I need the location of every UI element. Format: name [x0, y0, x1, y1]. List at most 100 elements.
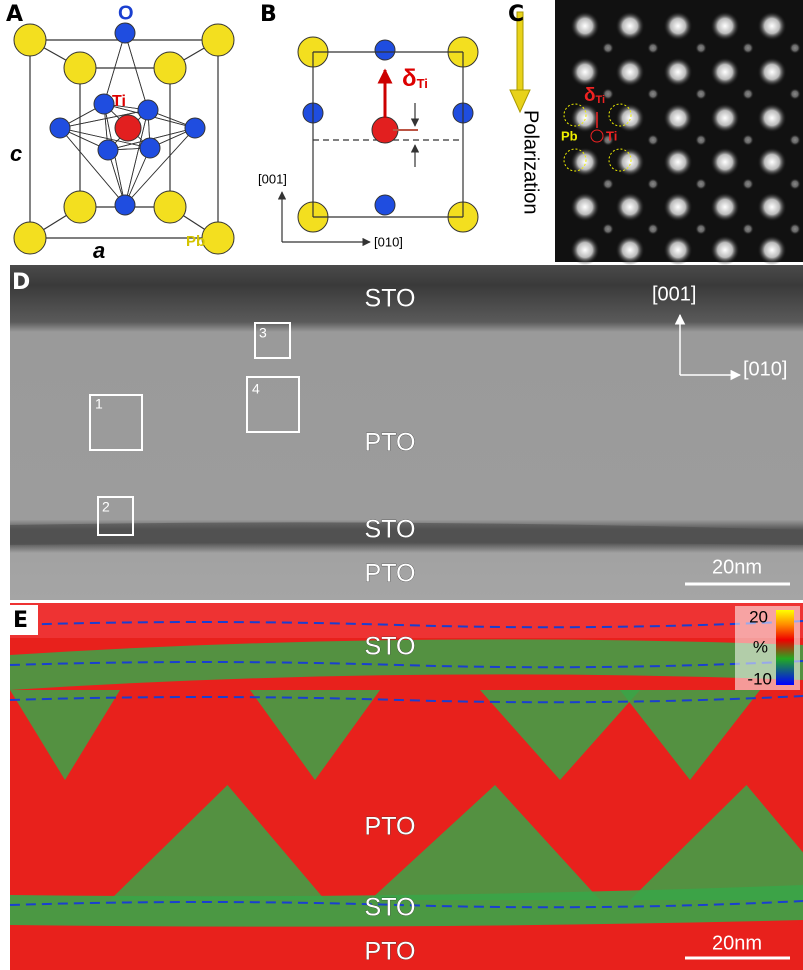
atom-column	[757, 103, 787, 133]
atom	[14, 222, 46, 254]
atom-column	[663, 192, 693, 222]
atom-label: Ti	[112, 93, 126, 110]
atom-column	[663, 147, 693, 177]
atom-column	[615, 57, 645, 87]
atom-column	[570, 147, 600, 177]
atom-column	[615, 235, 645, 265]
atom	[115, 195, 135, 215]
atom-label: O	[118, 2, 134, 24]
layer-label: PTO	[365, 813, 416, 841]
atom-column	[710, 235, 740, 265]
atom-column	[757, 147, 787, 177]
atom-column	[570, 57, 600, 87]
atom-column	[570, 11, 600, 41]
atom-column-faint	[789, 42, 801, 54]
atom-column	[570, 235, 600, 265]
atom-column-faint	[742, 134, 754, 146]
atom-column	[663, 235, 693, 265]
atom-column	[710, 11, 740, 41]
layer-label: STO	[365, 516, 416, 544]
atom	[154, 191, 186, 223]
line	[60, 128, 125, 205]
atom-column	[757, 11, 787, 41]
atom-column-faint	[647, 223, 659, 235]
axis-label: [010]	[743, 358, 787, 380]
layer-label: PTO	[365, 938, 416, 966]
delta-symbol: δ	[402, 65, 417, 92]
colorbar-label: 20	[749, 607, 768, 626]
atom-column-faint	[789, 134, 801, 146]
box-label: 1	[95, 396, 103, 412]
line	[125, 128, 195, 205]
atom-column	[710, 103, 740, 133]
delta-subscript: Ti	[417, 76, 428, 91]
atom-column-faint	[789, 223, 801, 235]
atom	[138, 100, 158, 120]
panel-label: E	[13, 608, 28, 633]
panel-label: C	[508, 2, 524, 27]
atom-column-faint	[602, 42, 614, 54]
atom	[140, 138, 160, 158]
atom-column-faint	[742, 88, 754, 100]
line	[125, 33, 148, 110]
atom-column-faint	[695, 42, 707, 54]
atom-column-faint	[695, 178, 707, 190]
layer-label: STO	[365, 633, 416, 661]
atom-column-faint	[602, 178, 614, 190]
atom-column-faint	[742, 223, 754, 235]
colorbar-label: -10	[747, 669, 772, 688]
atom	[14, 24, 46, 56]
atom-column	[710, 147, 740, 177]
axis-label: [001]	[652, 283, 696, 305]
atom-label: Ti	[606, 128, 617, 143]
delta-label: δTi	[402, 65, 428, 92]
panel-label: A	[6, 2, 23, 27]
atom-column-faint	[602, 223, 614, 235]
axis-label: [001]	[258, 171, 287, 186]
atom	[64, 191, 96, 223]
delta-symbol: δ	[584, 85, 596, 106]
atom	[94, 94, 114, 114]
page: {"panel_a":{"label":"A","oxygen":"O","ti…	[0, 0, 803, 970]
atom-column	[615, 192, 645, 222]
atom-column	[615, 11, 645, 41]
arrow-head	[510, 90, 530, 112]
atom	[202, 222, 234, 254]
atom-column	[615, 103, 645, 133]
atom-column	[710, 192, 740, 222]
atom	[202, 24, 234, 56]
atom	[115, 23, 135, 43]
atom-column	[757, 57, 787, 87]
box-label: 4	[252, 381, 260, 397]
axis-label: a	[93, 238, 105, 263]
atom-column-faint	[647, 178, 659, 190]
atom-column-faint	[647, 42, 659, 54]
layer-label: STO	[365, 894, 416, 922]
atom-column-faint	[742, 42, 754, 54]
atom-column	[663, 103, 693, 133]
box-label: 2	[102, 499, 110, 515]
atom-label: Pb	[186, 233, 205, 250]
atom-column-faint	[789, 88, 801, 100]
body: A O Ti Pb c a B δTi [001] [010] C Polari…	[0, 0, 803, 970]
scale-bar-label: 20nm	[712, 932, 762, 954]
colorbar-unit: %	[753, 637, 768, 656]
atom	[375, 40, 395, 60]
figure: A O Ti Pb c a B δTi [001] [010] C Polari…	[0, 0, 803, 970]
atom	[154, 52, 186, 84]
layer-label: STO	[365, 285, 416, 313]
atom	[64, 52, 96, 84]
layer-label: PTO	[365, 429, 416, 457]
atom	[50, 118, 70, 138]
atom-column-faint	[647, 134, 659, 146]
atom-column	[570, 192, 600, 222]
atom-column-faint	[695, 88, 707, 100]
atom-column-faint	[695, 134, 707, 146]
atom-column	[615, 147, 645, 177]
atom-column-faint	[789, 178, 801, 190]
delta-subscript: Ti	[596, 94, 606, 106]
atom-label: Pb	[561, 128, 578, 143]
atom	[98, 140, 118, 160]
atom	[375, 195, 395, 215]
scale-bar-label: 20nm	[712, 556, 762, 578]
